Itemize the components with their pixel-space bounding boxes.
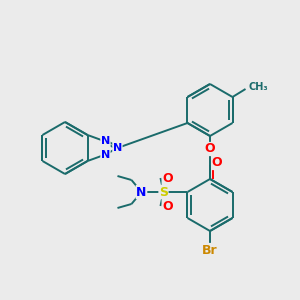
Text: O: O bbox=[162, 200, 173, 212]
Text: O: O bbox=[212, 157, 222, 169]
Text: O: O bbox=[205, 142, 215, 155]
Text: N: N bbox=[101, 149, 110, 160]
Text: N: N bbox=[136, 185, 147, 199]
Text: Br: Br bbox=[202, 244, 218, 256]
Text: O: O bbox=[162, 172, 173, 184]
Text: S: S bbox=[159, 185, 168, 199]
Text: N: N bbox=[101, 136, 110, 146]
Text: CH₃: CH₃ bbox=[248, 82, 268, 92]
Text: N: N bbox=[113, 143, 122, 153]
